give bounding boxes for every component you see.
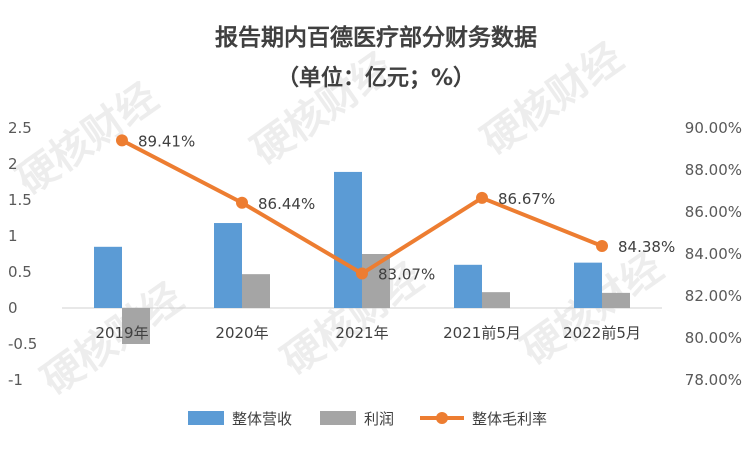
bar-revenue xyxy=(334,171,362,308)
watermark-text: 硬核财经 xyxy=(474,35,631,164)
watermark-text: 硬核财经 xyxy=(244,45,401,174)
margin-data-label: 84.38% xyxy=(618,238,675,256)
legend-swatch xyxy=(188,411,224,425)
left-tick-label: 1.5 xyxy=(8,191,32,209)
margin-point xyxy=(476,191,488,204)
bar-profit xyxy=(122,308,150,344)
left-tick-label: -0.5 xyxy=(8,335,37,353)
right-tick-label: 84.00% xyxy=(685,245,742,263)
bar-profit xyxy=(602,292,630,308)
bar-revenue xyxy=(214,223,242,308)
margin-point xyxy=(116,134,128,147)
left-tick-label: 1 xyxy=(8,227,18,245)
category-label: 2022前5月 xyxy=(563,324,641,342)
bar-revenue xyxy=(454,264,482,308)
margin-data-label: 89.41% xyxy=(138,132,195,150)
line-series: 89.41% 86.44% 83.07% 86.67% 84.38% xyxy=(116,132,675,284)
right-tick-label: 86.00% xyxy=(685,203,742,221)
right-tick-label: 90.00% xyxy=(685,119,742,137)
legend: 整体营收 利润 整体毛利率 xyxy=(188,410,547,428)
left-tick-label: -1 xyxy=(8,371,23,389)
margin-point xyxy=(596,240,608,253)
category-labels: 2019年 2020年 2021年 2021前5月 2022前5月 xyxy=(95,324,640,342)
right-tick-label: 82.00% xyxy=(685,287,742,305)
right-axis: 90.00% 88.00% 86.00% 84.00% 82.00% 80.00% 78.0… xyxy=(685,119,742,389)
margin-data-label: 86.44% xyxy=(258,195,315,213)
right-tick-label: 78.00% xyxy=(685,371,742,389)
bar-profit xyxy=(482,292,510,308)
category-label: 2021年 xyxy=(335,324,388,342)
category-label: 2020年 xyxy=(215,324,268,342)
legend-swatch xyxy=(320,411,356,425)
chart-subtitle: （单位：亿元；%） xyxy=(277,65,475,91)
left-tick-label: 2 xyxy=(8,155,18,173)
legend-label: 整体营收 xyxy=(232,410,292,428)
margin-point xyxy=(236,196,248,209)
right-tick-label: 80.00% xyxy=(685,329,742,347)
bar-revenue xyxy=(574,262,602,308)
bar-revenue xyxy=(94,246,122,308)
legend-label: 整体毛利率 xyxy=(472,410,547,428)
left-tick-label: 0.5 xyxy=(8,263,32,281)
margin-data-label: 83.07% xyxy=(378,266,435,284)
left-axis: 2.5 2 1.5 1 0.5 0 -0.5 -1 xyxy=(8,119,37,389)
legend-label: 利润 xyxy=(364,410,394,428)
category-label: 2021前5月 xyxy=(443,324,521,342)
right-tick-label: 88.00% xyxy=(685,161,742,179)
left-tick-label: 2.5 xyxy=(8,119,32,137)
margin-data-label: 86.67% xyxy=(498,190,555,208)
category-label: 2019年 xyxy=(95,324,148,342)
left-tick-label: 0 xyxy=(8,299,18,317)
margin-point xyxy=(356,267,368,280)
bar-profit xyxy=(242,274,270,308)
chart-title: 报告期内百德医疗部分财务数据 xyxy=(215,24,537,51)
legend-marker xyxy=(436,412,448,424)
